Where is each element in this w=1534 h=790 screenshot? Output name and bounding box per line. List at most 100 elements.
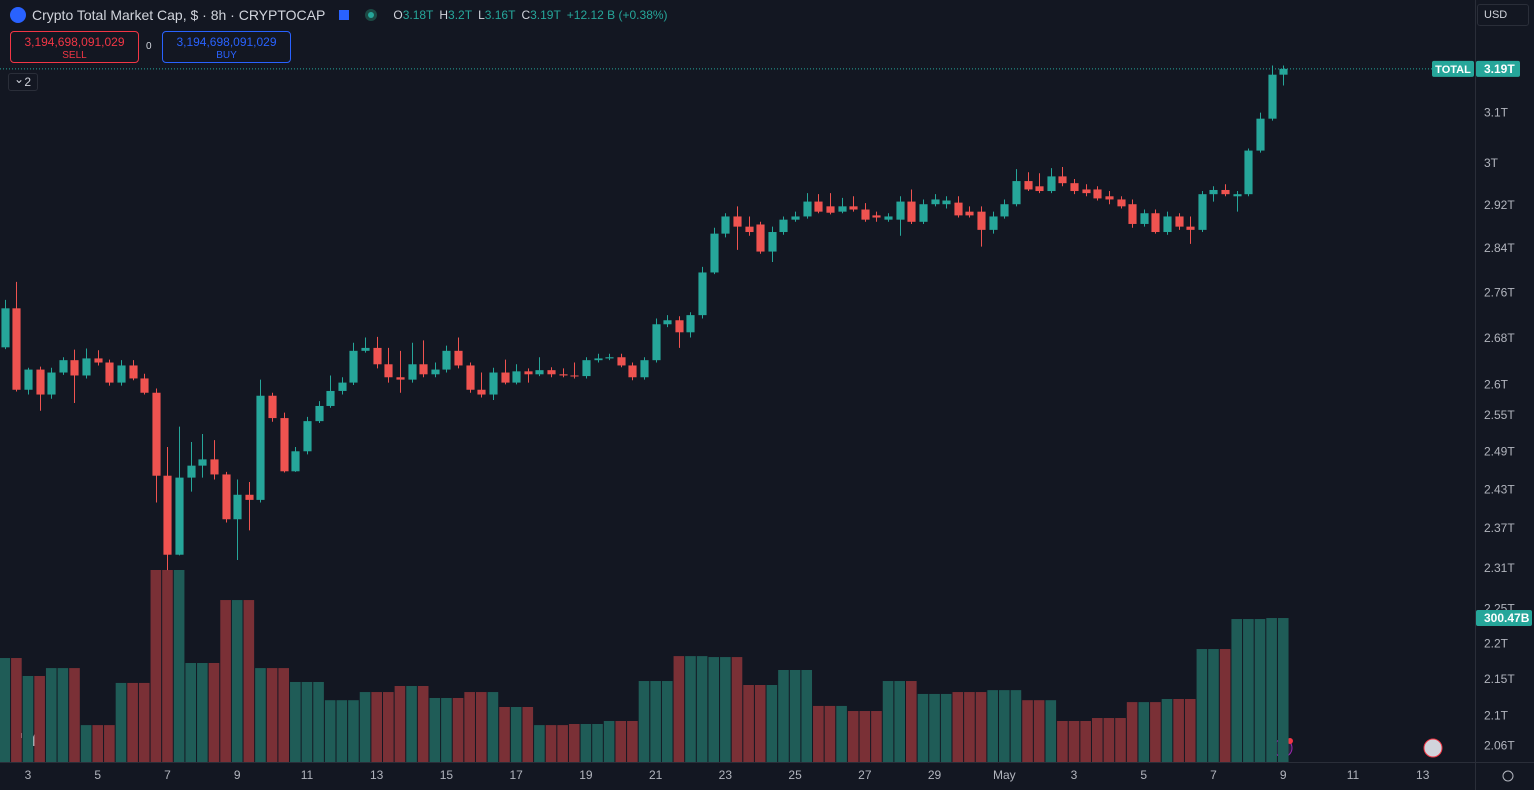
x-tick-label: 7 bbox=[164, 768, 171, 782]
volume-label: 300.47B bbox=[1484, 611, 1530, 625]
buy-label: BUY bbox=[216, 50, 237, 61]
flag[interactable] bbox=[339, 10, 350, 20]
volume-bar bbox=[290, 681, 301, 762]
volume-bar bbox=[638, 681, 650, 762]
candle-body bbox=[1151, 213, 1160, 233]
candle-body bbox=[36, 369, 45, 395]
x-tick-label: 3 bbox=[25, 768, 32, 782]
candle-body bbox=[466, 365, 475, 390]
candle-body bbox=[408, 364, 417, 380]
candle-body bbox=[745, 226, 754, 233]
volume-bar bbox=[1173, 698, 1184, 762]
volume-bar bbox=[813, 705, 824, 762]
candle-body bbox=[884, 216, 893, 220]
candle-body bbox=[315, 405, 324, 422]
volume-bar bbox=[1219, 649, 1231, 762]
candle-body bbox=[768, 232, 777, 252]
volume-bar bbox=[1184, 698, 1196, 762]
sell-label: SELL bbox=[62, 50, 87, 61]
volume-bar bbox=[603, 720, 615, 762]
volume-bar bbox=[1196, 649, 1208, 762]
volume-bar bbox=[1150, 702, 1161, 762]
volume-bar bbox=[534, 725, 545, 762]
volume-bar bbox=[173, 570, 185, 762]
series-name-box bbox=[1432, 60, 1474, 77]
x-tick-label: 5 bbox=[1140, 768, 1147, 782]
volume-bar bbox=[1022, 700, 1033, 762]
legend: Crypto Total Market Cap, $ · 8h · CRYPTO… bbox=[10, 5, 668, 25]
volume-bar bbox=[115, 682, 127, 762]
settings-icon[interactable] bbox=[1502, 770, 1514, 782]
candle-body bbox=[198, 459, 207, 466]
candle-body bbox=[1117, 199, 1126, 207]
y-tick-label: 2.15T bbox=[1484, 672, 1515, 686]
ohlc-key: C bbox=[521, 8, 531, 22]
volume-bar bbox=[824, 705, 836, 762]
x-tick-label: 19 bbox=[579, 768, 593, 782]
candle-body bbox=[384, 364, 393, 378]
candle-body bbox=[1221, 189, 1230, 195]
volume-bar bbox=[278, 668, 290, 762]
volume-bar bbox=[1231, 619, 1243, 762]
candle-body bbox=[1093, 189, 1102, 199]
candle-body bbox=[698, 272, 707, 316]
candle-body bbox=[803, 201, 812, 217]
volume-bar bbox=[1254, 619, 1266, 762]
candle-body bbox=[210, 459, 219, 475]
candle-body bbox=[733, 216, 742, 227]
candle-body bbox=[326, 390, 335, 406]
ohlc-values: O3.18T H3.2T L3.16T C3.19T bbox=[393, 8, 560, 22]
volume-bar bbox=[162, 570, 173, 762]
volume-bar bbox=[1266, 618, 1277, 762]
volume-bar bbox=[452, 697, 464, 762]
sell-button[interactable]: 3,194,698,091,029 SELL bbox=[10, 31, 139, 63]
candle-body bbox=[686, 315, 695, 333]
volume-bar bbox=[243, 600, 255, 762]
x-tick-label: 5 bbox=[94, 768, 101, 782]
volume-bar bbox=[441, 697, 452, 762]
candle-body bbox=[256, 395, 265, 500]
volume-bar bbox=[138, 682, 150, 762]
event-flag[interactable] bbox=[1423, 738, 1443, 758]
candle-body bbox=[582, 360, 591, 377]
candle-body bbox=[524, 371, 533, 375]
candle-body bbox=[419, 364, 428, 375]
ohlc-value: 3.2T bbox=[448, 8, 473, 22]
candle-body bbox=[501, 372, 510, 383]
volume-bar bbox=[220, 600, 231, 762]
volume-bar bbox=[313, 681, 324, 762]
ohlc-key: H bbox=[439, 8, 449, 22]
symbol-icon bbox=[10, 7, 26, 23]
x-tick-label: 11 bbox=[301, 768, 314, 782]
x-tick-label: 11 bbox=[1347, 768, 1360, 782]
candle-body bbox=[652, 324, 661, 361]
candle-body bbox=[338, 382, 347, 391]
candle-body bbox=[861, 209, 870, 220]
buy-button[interactable]: 3,194,698,091,029 BUY bbox=[162, 31, 291, 63]
ohlc-item: C3.19T bbox=[521, 8, 560, 22]
candle-body bbox=[222, 474, 231, 520]
candle-body bbox=[628, 365, 637, 378]
volume-bar bbox=[754, 684, 766, 762]
candle-body bbox=[280, 418, 289, 472]
candle-body bbox=[94, 358, 103, 363]
indicators-toggle[interactable]: 2 bbox=[8, 72, 38, 91]
candle-body bbox=[849, 206, 858, 210]
candle-body bbox=[814, 201, 823, 212]
candle-body bbox=[989, 216, 998, 230]
volume-bar bbox=[882, 681, 894, 762]
volume-bar bbox=[69, 668, 80, 762]
volume-bar bbox=[429, 697, 441, 762]
candle-body bbox=[826, 206, 835, 213]
candle-body bbox=[907, 201, 916, 222]
candle-body bbox=[919, 204, 928, 222]
candle-body bbox=[710, 233, 719, 273]
candle-body bbox=[268, 395, 277, 419]
change: +12.12 B (+0.38%) bbox=[566, 8, 668, 22]
candle-body bbox=[175, 477, 184, 555]
currency-select[interactable]: USD bbox=[1477, 4, 1529, 26]
candle-body bbox=[547, 370, 556, 375]
candle-body bbox=[24, 369, 33, 390]
candle-body bbox=[12, 308, 21, 390]
candle-body bbox=[163, 475, 172, 555]
